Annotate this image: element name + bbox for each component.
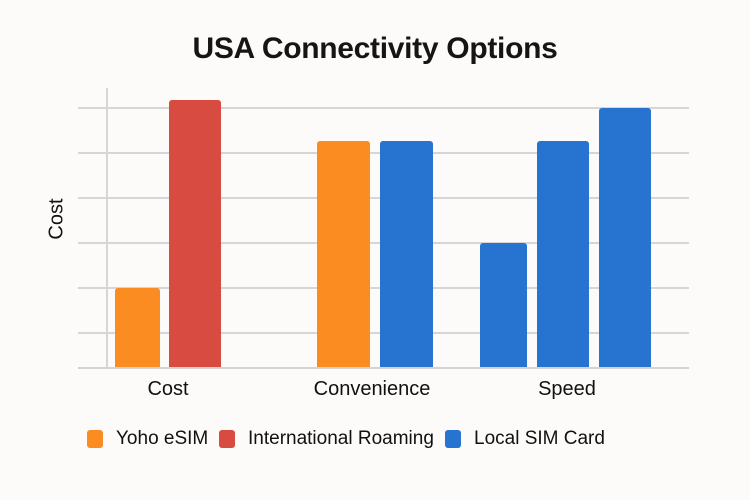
x-tick-label-cost: Cost xyxy=(147,378,189,400)
legend-label: International Roaming xyxy=(248,428,434,449)
legend-item-international-roaming: International Roaming xyxy=(219,428,434,450)
y-axis-line xyxy=(106,88,108,369)
x-tick-label-convenience: Convenience xyxy=(313,378,431,400)
legend-item-yoho-esim: Yoho eSIM xyxy=(87,428,208,450)
gridline xyxy=(78,107,689,109)
bar-speed-local-sim-card xyxy=(537,141,589,368)
legend-label: Yoho eSIM xyxy=(116,428,209,449)
bar-speed-local-sim-card xyxy=(480,243,527,368)
legend-label: Local SIM Card xyxy=(474,428,605,449)
legend-swatch-icon xyxy=(445,430,461,448)
bar-cost-international-roaming xyxy=(169,100,221,368)
bar-convenience-yoho-esim xyxy=(317,141,370,368)
legend-swatch-icon xyxy=(219,430,235,448)
bar-convenience-local-sim-card xyxy=(380,141,433,368)
bar-speed-local-sim-card xyxy=(599,108,651,368)
bar-cost-yoho-esim xyxy=(115,288,160,368)
chart-title: USA Connectivity Options xyxy=(192,32,558,65)
x-axis-line xyxy=(78,367,689,369)
legend-swatch-icon xyxy=(87,430,103,448)
x-tick-label-speed: Speed xyxy=(538,378,596,400)
legend-item-local-sim-card: Local SIM Card xyxy=(445,428,605,450)
legend: Yoho eSIM International Roaming Local SIM … xyxy=(0,428,750,452)
y-axis-label: Cost xyxy=(45,198,68,240)
